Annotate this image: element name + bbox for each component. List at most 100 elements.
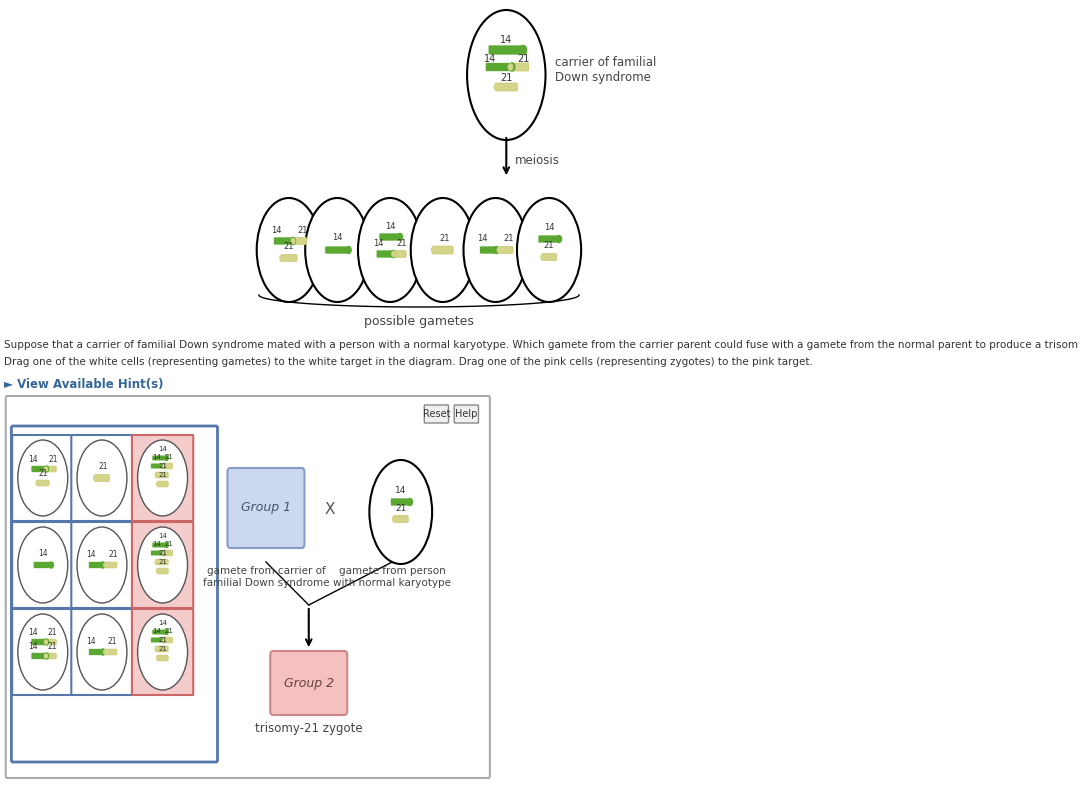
Text: 14: 14 — [158, 620, 167, 626]
Circle shape — [155, 473, 158, 477]
FancyBboxPatch shape — [163, 550, 172, 556]
FancyBboxPatch shape — [292, 237, 307, 245]
FancyBboxPatch shape — [71, 609, 133, 695]
Text: gamete from person
with normal karyotype: gamete from person with normal karyotype — [333, 566, 452, 588]
FancyBboxPatch shape — [155, 646, 168, 652]
Ellipse shape — [18, 527, 68, 603]
Circle shape — [44, 654, 47, 658]
Circle shape — [94, 476, 97, 481]
FancyBboxPatch shape — [71, 522, 133, 608]
Circle shape — [165, 630, 168, 634]
Text: 14: 14 — [272, 226, 282, 235]
Text: 14: 14 — [152, 628, 161, 634]
Text: 21: 21 — [158, 637, 167, 643]
FancyBboxPatch shape — [152, 542, 167, 548]
Text: 14: 14 — [29, 628, 39, 637]
Text: 14: 14 — [158, 533, 167, 539]
Text: Suppose that a carrier of familial Down syndrome mated with a person with a norm: Suppose that a carrier of familial Down … — [3, 340, 1078, 350]
Text: trisomy-21 zygote: trisomy-21 zygote — [255, 722, 362, 735]
FancyBboxPatch shape — [12, 609, 73, 695]
Ellipse shape — [18, 440, 68, 516]
FancyBboxPatch shape — [95, 474, 110, 481]
Text: 21: 21 — [109, 550, 119, 559]
Text: 21: 21 — [165, 628, 174, 634]
FancyBboxPatch shape — [33, 562, 53, 569]
Text: 21: 21 — [158, 550, 167, 556]
Circle shape — [291, 237, 295, 245]
Text: carrier of familial
Down syndrome: carrier of familial Down syndrome — [555, 56, 657, 84]
Circle shape — [44, 467, 47, 471]
Circle shape — [162, 551, 165, 555]
FancyBboxPatch shape — [105, 649, 116, 655]
FancyBboxPatch shape — [5, 396, 489, 778]
FancyBboxPatch shape — [379, 233, 401, 241]
Circle shape — [390, 250, 396, 257]
Text: 21: 21 — [439, 234, 450, 243]
FancyBboxPatch shape — [105, 562, 116, 568]
FancyBboxPatch shape — [227, 468, 304, 548]
FancyBboxPatch shape — [324, 246, 349, 254]
Text: 14: 14 — [29, 642, 39, 651]
Text: 14: 14 — [478, 234, 488, 243]
Text: 21: 21 — [165, 541, 174, 547]
Ellipse shape — [517, 198, 581, 302]
FancyBboxPatch shape — [151, 550, 165, 556]
FancyBboxPatch shape — [12, 522, 73, 608]
FancyBboxPatch shape — [425, 405, 448, 423]
Text: 14: 14 — [395, 486, 406, 495]
Circle shape — [556, 235, 562, 242]
Text: Group 2: Group 2 — [284, 676, 334, 690]
Text: 21: 21 — [543, 241, 554, 250]
Ellipse shape — [77, 440, 127, 516]
FancyBboxPatch shape — [12, 435, 73, 521]
FancyBboxPatch shape — [88, 649, 105, 656]
FancyBboxPatch shape — [432, 246, 453, 254]
FancyBboxPatch shape — [271, 651, 347, 715]
Circle shape — [36, 481, 39, 485]
Text: X: X — [324, 503, 334, 518]
Circle shape — [156, 482, 160, 486]
Circle shape — [162, 464, 165, 468]
Circle shape — [391, 252, 396, 256]
Circle shape — [162, 638, 165, 642]
Circle shape — [280, 256, 284, 260]
Circle shape — [291, 238, 295, 244]
Ellipse shape — [77, 614, 127, 690]
Circle shape — [407, 499, 413, 506]
Circle shape — [162, 463, 165, 469]
Text: 14: 14 — [38, 549, 47, 558]
FancyBboxPatch shape — [495, 83, 517, 91]
Circle shape — [521, 46, 527, 54]
Circle shape — [44, 640, 47, 644]
Circle shape — [509, 64, 513, 70]
Text: 14: 14 — [152, 454, 161, 460]
Text: 21: 21 — [158, 559, 167, 565]
Ellipse shape — [358, 198, 423, 302]
Text: 21: 21 — [47, 642, 57, 651]
FancyBboxPatch shape — [393, 515, 409, 522]
Text: Reset: Reset — [423, 409, 451, 419]
Text: 21: 21 — [517, 54, 529, 64]
Circle shape — [497, 248, 501, 252]
Text: 21: 21 — [397, 239, 406, 248]
Text: gamete from carrier of
familial Down syndrome: gamete from carrier of familial Down syn… — [203, 566, 329, 588]
FancyBboxPatch shape — [157, 655, 168, 661]
Ellipse shape — [77, 527, 127, 603]
FancyBboxPatch shape — [151, 463, 165, 469]
Text: 14: 14 — [500, 35, 512, 45]
FancyBboxPatch shape — [157, 568, 168, 574]
Text: Group 1: Group 1 — [240, 502, 291, 514]
Ellipse shape — [370, 460, 432, 564]
Circle shape — [50, 562, 54, 568]
FancyBboxPatch shape — [454, 405, 479, 423]
Circle shape — [431, 247, 436, 253]
Circle shape — [156, 656, 160, 660]
FancyBboxPatch shape — [31, 638, 47, 645]
FancyBboxPatch shape — [157, 481, 168, 487]
Circle shape — [494, 246, 499, 253]
FancyBboxPatch shape — [71, 435, 133, 521]
FancyBboxPatch shape — [155, 559, 168, 565]
FancyBboxPatch shape — [132, 522, 193, 608]
FancyBboxPatch shape — [538, 235, 561, 243]
Text: Help: Help — [455, 409, 478, 419]
